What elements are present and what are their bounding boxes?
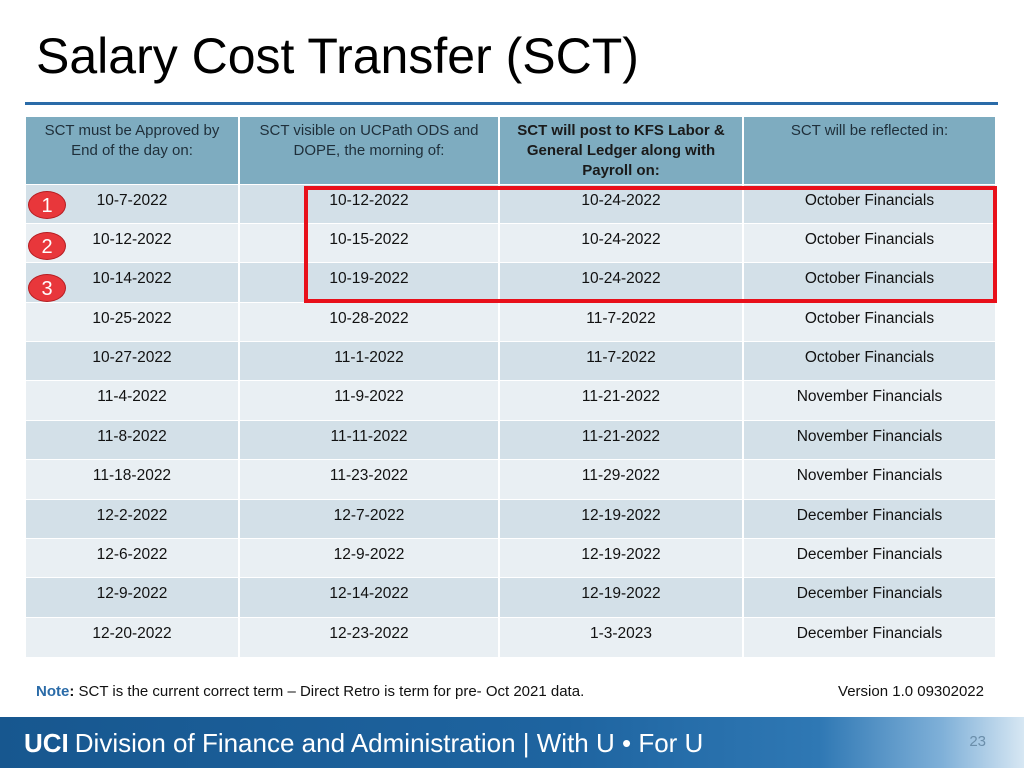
- table-cell-reflected-in: November Financials: [743, 380, 997, 421]
- table-row: 12-2-2022 12-7-2022 12-19-2022 December Fin…: [26, 498, 997, 539]
- table-row: 11-18-2022 11-23-2022 11-29-2022 November F…: [26, 459, 997, 500]
- table-cell-visible-on: 10-12-2022: [239, 183, 500, 224]
- table-row: 10-25-2022 10-28-2022 11-7-2022 October Fin…: [26, 301, 997, 342]
- table-cell-post-to-kfs: 10-24-2022: [499, 183, 744, 224]
- page-number: 23: [969, 733, 986, 750]
- note-label: Note: [36, 683, 70, 700]
- table-row: 12-9-2022 12-14-2022 12-19-2022 December Fi…: [26, 577, 997, 618]
- table-cell-visible-on: 11-11-2022: [239, 419, 500, 460]
- table-row: 10-7-2022 10-12-2022 10-24-2022 October Fin…: [26, 183, 997, 224]
- table-cell-approved-by: 12-20-2022: [26, 616, 240, 657]
- table-cell-reflected-in: November Financials: [743, 419, 997, 460]
- table-cell-reflected-in: October Financials: [743, 301, 997, 342]
- title-divider: [25, 102, 998, 105]
- footer-branding: UCI Division of Finance and Administratio…: [24, 727, 703, 759]
- table-cell-post-to-kfs: 1-3-2023: [499, 616, 744, 657]
- column-header-approved-by: SCT must be Approved by End of the day o…: [26, 117, 240, 184]
- table-cell-post-to-kfs: 12-19-2022: [499, 538, 744, 578]
- step-marker-2: 2: [28, 232, 66, 260]
- table-cell-reflected-in: December Financials: [743, 577, 997, 618]
- table-cell-post-to-kfs: 11-21-2022: [499, 419, 744, 460]
- table-cell-visible-on: 11-9-2022: [239, 380, 500, 421]
- table-cell-visible-on: 12-14-2022: [239, 577, 500, 618]
- table-cell-reflected-in: December Financials: [743, 498, 997, 539]
- table-cell-post-to-kfs: 12-19-2022: [499, 577, 744, 618]
- table-cell-reflected-in: October Financials: [743, 183, 997, 224]
- table-cell-post-to-kfs: 11-29-2022: [499, 459, 744, 500]
- footer-division-text: Division of Finance and Administration |…: [74, 728, 704, 758]
- table-cell-approved-by: 11-18-2022: [26, 459, 240, 500]
- table-cell-post-to-kfs: 10-24-2022: [499, 262, 744, 303]
- footer-banner: UCI Division of Finance and Administratio…: [0, 717, 1024, 768]
- table-cell-approved-by: 11-8-2022: [26, 419, 240, 460]
- table-cell-approved-by: 12-2-2022: [26, 498, 240, 539]
- note: Note: SCT is the current correct term – …: [36, 683, 584, 700]
- table-cell-visible-on: 10-19-2022: [239, 262, 500, 303]
- table-row: 11-8-2022 11-11-2022 11-21-2022 November Fi…: [26, 419, 997, 460]
- table-cell-approved-by: 10-25-2022: [26, 301, 240, 342]
- table-cell-reflected-in: October Financials: [743, 222, 997, 263]
- table-cell-reflected-in: October Financials: [743, 262, 997, 303]
- version-label: Version 1.0 09302022: [838, 683, 984, 700]
- table-header-row: SCT must be Approved by End of the day o…: [26, 117, 997, 184]
- table-cell-post-to-kfs: 12-19-2022: [499, 498, 744, 539]
- table-cell-post-to-kfs: 11-7-2022: [499, 341, 744, 381]
- uci-logo-text: UCI: [24, 728, 69, 758]
- table-cell-post-to-kfs: 11-7-2022: [499, 301, 744, 342]
- table-cell-post-to-kfs: 10-24-2022: [499, 222, 744, 263]
- note-colon: :: [69, 683, 75, 700]
- table-cell-reflected-in: December Financials: [743, 616, 997, 657]
- column-header-visible-on: SCT visible on UCPath ODS and DOPE, the …: [239, 117, 500, 184]
- table-cell-post-to-kfs: 11-21-2022: [499, 380, 744, 421]
- page-title: Salary Cost Transfer (SCT): [36, 28, 639, 84]
- table-row: 12-6-2022 12-9-2022 12-19-2022 December Fin…: [26, 538, 997, 578]
- table-cell-approved-by: 12-9-2022: [26, 577, 240, 618]
- table-cell-approved-by: 10-27-2022: [26, 341, 240, 381]
- table-cell-visible-on: 10-28-2022: [239, 301, 500, 342]
- table-cell-visible-on: 12-9-2022: [239, 538, 500, 578]
- note-text: SCT is the current correct term – Direct…: [74, 683, 585, 700]
- table-row: 12-20-2022 12-23-2022 1-3-2023 December Fin…: [26, 616, 997, 657]
- table-row: 11-4-2022 11-9-2022 11-21-2022 November Fin…: [26, 380, 997, 421]
- table-row: 10-12-2022 10-15-2022 10-24-2022 October Fi…: [26, 222, 997, 263]
- table-cell-visible-on: 12-23-2022: [239, 616, 500, 657]
- sct-schedule-table: SCT must be Approved by End of the day o…: [26, 117, 997, 657]
- column-header-post-to-kfs: SCT will post to KFS Labor & General Led…: [499, 117, 744, 184]
- table-row: 10-14-2022 10-19-2022 10-24-2022 October Fi…: [26, 262, 997, 303]
- table-cell-reflected-in: December Financials: [743, 538, 997, 578]
- column-header-reflected-in: SCT will be reflected in:: [743, 117, 997, 184]
- table-cell-visible-on: 12-7-2022: [239, 498, 500, 539]
- table-body: 10-7-2022 10-12-2022 10-24-2022 October Fin…: [26, 183, 997, 657]
- step-marker-1: 1: [28, 191, 66, 219]
- table-cell-visible-on: 11-23-2022: [239, 459, 500, 500]
- table-cell-approved-by: 11-4-2022: [26, 380, 240, 421]
- table-row: 10-27-2022 11-1-2022 11-7-2022 October Fina…: [26, 341, 997, 381]
- table-cell-reflected-in: November Financials: [743, 459, 997, 500]
- table-cell-reflected-in: October Financials: [743, 341, 997, 381]
- table-cell-approved-by: 12-6-2022: [26, 538, 240, 578]
- step-marker-3: 3: [28, 274, 66, 302]
- table-cell-visible-on: 10-15-2022: [239, 222, 500, 263]
- table-cell-visible-on: 11-1-2022: [239, 341, 500, 381]
